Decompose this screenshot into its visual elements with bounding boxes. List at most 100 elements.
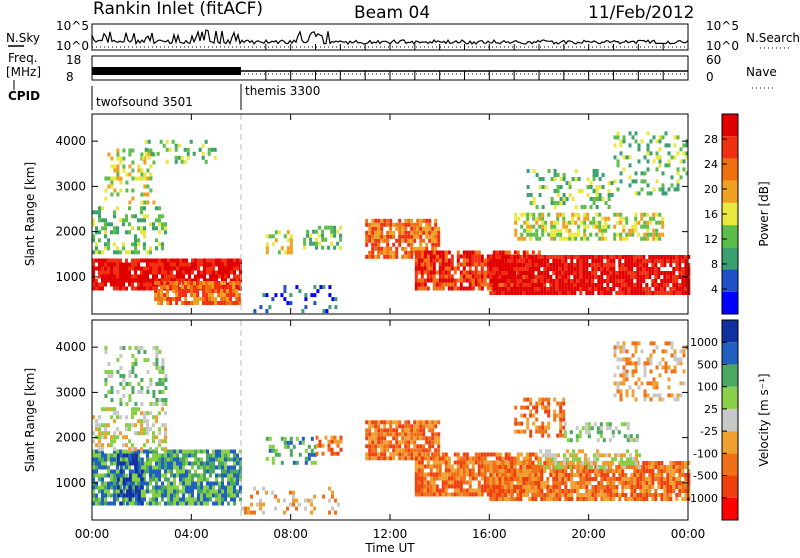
heatmap-cell: [104, 234, 107, 238]
heatmap-cell: [140, 259, 143, 263]
heatmap-cell: [98, 462, 101, 466]
heatmap-cell: [541, 398, 544, 402]
heatmap-cell: [651, 267, 654, 271]
heatmap-cell: [110, 454, 113, 458]
heatmap-cell: [510, 465, 513, 469]
heatmap-cell: [445, 263, 448, 267]
heatmap-cell: [334, 297, 337, 301]
heatmap-cell: [492, 267, 495, 271]
heatmap-cell: [188, 267, 191, 271]
heatmap-cell: [175, 289, 178, 293]
heatmap-cell: [475, 457, 478, 461]
heatmap-cell: [185, 271, 188, 275]
heatmap-cell: [669, 259, 672, 263]
heatmap-cell: [678, 493, 681, 497]
heatmap-cell: [617, 341, 620, 345]
heatmap-cell: [669, 473, 672, 477]
heatmap-cell: [666, 485, 669, 489]
heatmap-cell: [191, 494, 194, 498]
heatmap-cell: [472, 275, 475, 279]
heatmap-cell: [290, 453, 293, 457]
heatmap-cell: [131, 250, 134, 254]
heatmap-cell: [623, 155, 626, 159]
heatmap-cell: [510, 477, 513, 481]
heatmap-cell: [643, 233, 646, 237]
heatmap-cell: [660, 271, 663, 275]
heatmap-cell: [392, 251, 395, 255]
heatmap-cell: [428, 227, 431, 231]
heatmap-cell: [669, 263, 672, 267]
heatmap-cell: [514, 422, 517, 426]
heatmap-cell: [138, 498, 141, 502]
heatmap-cell: [683, 167, 686, 171]
heatmap-cell: [116, 246, 119, 250]
heatmap-cell: [570, 485, 573, 489]
heatmap-cell: [442, 259, 445, 263]
heatmap-cell: [593, 169, 596, 173]
heatmap-cell: [173, 275, 176, 279]
heatmap-cell: [489, 481, 492, 485]
heatmap-cell: [152, 226, 155, 230]
heatmap-cell: [528, 255, 531, 259]
heatmap-cell: [236, 494, 239, 498]
heatmap-cell: [448, 457, 451, 461]
heatmap-cell: [292, 503, 295, 507]
heatmap-cell: [620, 457, 623, 461]
heatmap-cell: [398, 231, 401, 235]
heatmap-cell: [557, 201, 560, 205]
heatmap-cell: [166, 301, 169, 305]
heatmap-cell: [606, 287, 609, 291]
heatmap-cell: [436, 457, 439, 461]
heatmap-cell: [202, 152, 205, 156]
heatmap-cell: [499, 283, 502, 287]
heatmap-cell: [374, 231, 377, 235]
heatmap-cell: [624, 287, 627, 291]
heatmap-cell: [469, 469, 472, 473]
heatmap-cell: [427, 271, 430, 275]
heatmap-cell: [185, 474, 188, 478]
heatmap-cell: [442, 493, 445, 497]
heatmap-cell: [95, 287, 98, 291]
heatmap-cell: [152, 222, 155, 226]
heatmap-cell: [175, 148, 178, 152]
heatmap-cell: [128, 267, 131, 271]
heatmap-cell: [205, 301, 208, 305]
heatmap-cell: [454, 279, 457, 283]
heatmap-cell: [155, 419, 158, 423]
heatmap-cell: [211, 289, 214, 293]
heatmap-cell: [152, 454, 155, 458]
heatmap-cell: [603, 473, 606, 477]
heatmap-cell: [107, 502, 110, 506]
heatmap-cell: [146, 201, 149, 205]
heatmap-cell: [155, 486, 158, 490]
heatmap-cell: [392, 255, 395, 259]
heatmap-cell: [665, 191, 668, 195]
heatmap-cell: [312, 242, 315, 246]
heatmap-cell: [552, 287, 555, 291]
heatmap-cell: [603, 291, 606, 295]
heatmap-cell: [537, 279, 540, 283]
heatmap-cell: [173, 502, 176, 506]
heatmap-cell: [236, 263, 239, 267]
heatmap-cell: [221, 470, 224, 474]
heatmap-cell: [293, 445, 296, 449]
heatmap-cell: [122, 169, 125, 173]
heatmap-cell: [365, 239, 368, 243]
heatmap-cell: [525, 267, 528, 271]
heatmap-cell: [185, 478, 188, 482]
heatmap-cell: [555, 263, 558, 267]
heatmap-cell: [590, 181, 593, 185]
heatmap-cell: [227, 259, 230, 263]
heatmap-cell: [135, 498, 138, 502]
heatmap-cell: [663, 469, 666, 473]
heatmap-cell: [531, 493, 534, 497]
heatmap-cell: [157, 297, 160, 301]
heatmap-cell: [519, 271, 522, 275]
heatmap-cell: [647, 131, 650, 135]
heatmap-cell: [499, 457, 502, 461]
heatmap-cell: [504, 477, 507, 481]
heatmap-cell: [230, 482, 233, 486]
heatmap-cell: [224, 490, 227, 494]
heatmap-cell: [606, 263, 609, 267]
heatmap-cell: [439, 271, 442, 275]
